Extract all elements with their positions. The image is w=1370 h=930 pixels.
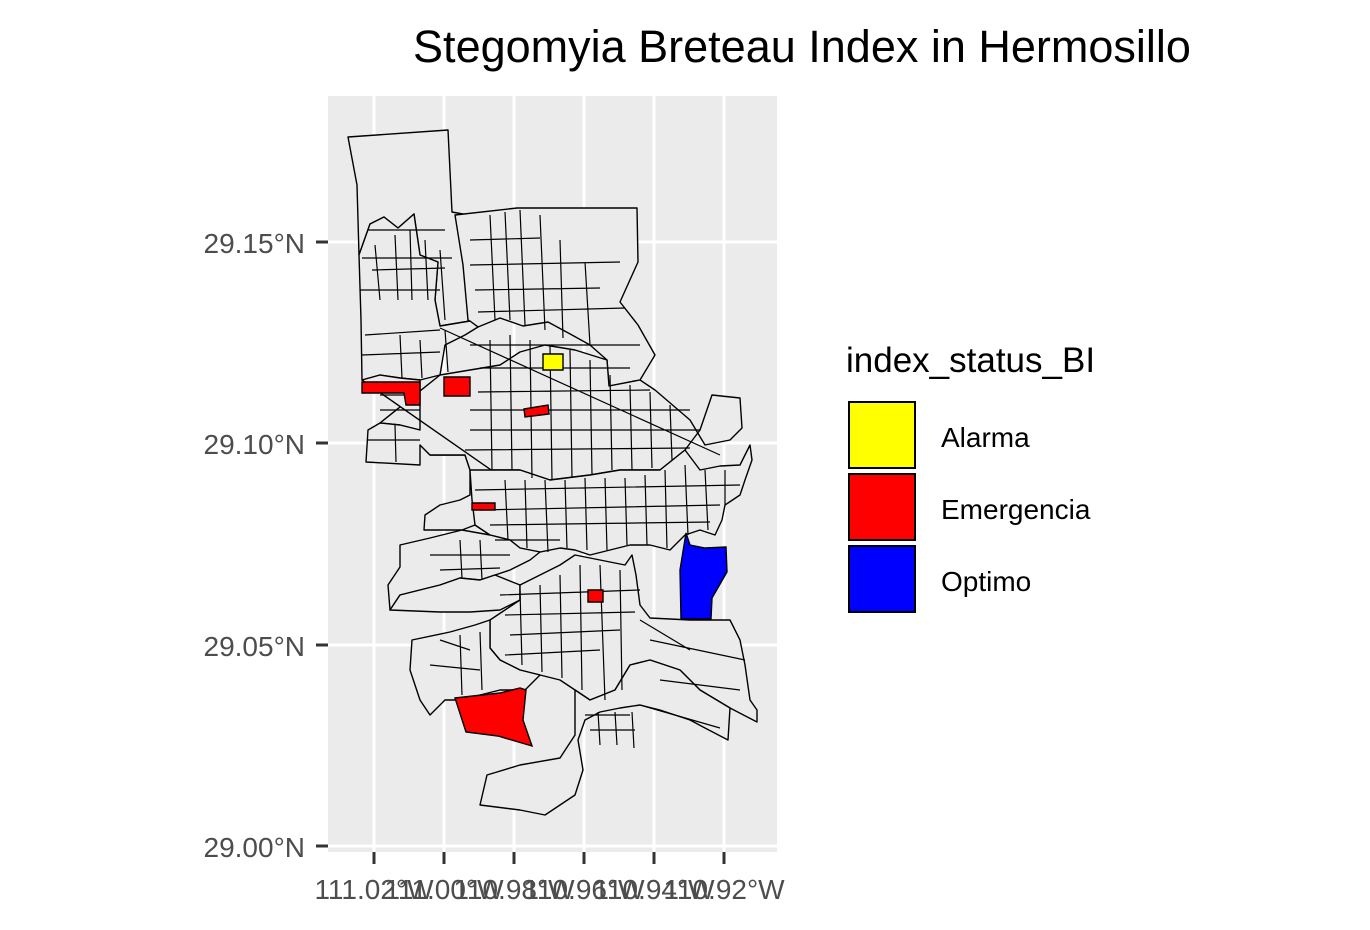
map-panel bbox=[328, 96, 777, 852]
polygon-emergencia-4 bbox=[471, 502, 496, 511]
y-axis: 29.00°N 29.05°N 29.10°N 29.15°N bbox=[204, 228, 328, 863]
polygon-emergencia-5 bbox=[587, 589, 604, 603]
highlighted-polygons bbox=[361, 353, 728, 748]
legend-title: index_status_BI bbox=[846, 341, 1095, 380]
polygon-alarma bbox=[542, 353, 564, 371]
polygon-emergencia-6 bbox=[454, 687, 534, 748]
polygon-emergencia-1 bbox=[361, 381, 421, 406]
x-tick-label: 110.92°W bbox=[663, 874, 785, 905]
y-tick-label: 29.10°N bbox=[204, 429, 306, 460]
x-tick-label: 110.98°W bbox=[453, 874, 575, 905]
polygon-optimo bbox=[679, 532, 728, 620]
x-tick-label: 111.02°W bbox=[314, 874, 434, 905]
polygon-southwest-block bbox=[389, 574, 521, 613]
legend-swatch-emergencia bbox=[848, 473, 916, 541]
legend-label-alarma: Alarma bbox=[941, 422, 1030, 453]
legend: index_status_BI Alarma Emergencia Optimo bbox=[846, 341, 1095, 613]
y-tick-label: 29.00°N bbox=[204, 832, 306, 863]
polygon-emergencia-2 bbox=[443, 376, 471, 397]
legend-label-emergencia: Emergencia bbox=[941, 494, 1091, 525]
legend-swatch-optimo bbox=[848, 545, 916, 613]
y-tick-label: 29.05°N bbox=[204, 631, 306, 662]
neighborhood-boundaries bbox=[360, 209, 746, 749]
x-tick-label: 110.94°W bbox=[593, 874, 715, 905]
x-tick-label: 110.96°W bbox=[523, 874, 645, 905]
x-tick-label: 111.00°W bbox=[384, 874, 504, 905]
x-axis: 111.02°W 111.00°W 110.98°W 110.96°W 110.… bbox=[314, 852, 785, 905]
polygon-south-lower bbox=[479, 659, 731, 816]
polygon-emergencia-3 bbox=[523, 404, 550, 418]
legend-swatch-alarma bbox=[848, 401, 916, 469]
legend-label-optimo: Optimo bbox=[941, 566, 1031, 597]
chart-title: Stegomyia Breteau Index in Hermosillo bbox=[413, 21, 1191, 72]
y-tick-label: 29.15°N bbox=[204, 228, 306, 259]
